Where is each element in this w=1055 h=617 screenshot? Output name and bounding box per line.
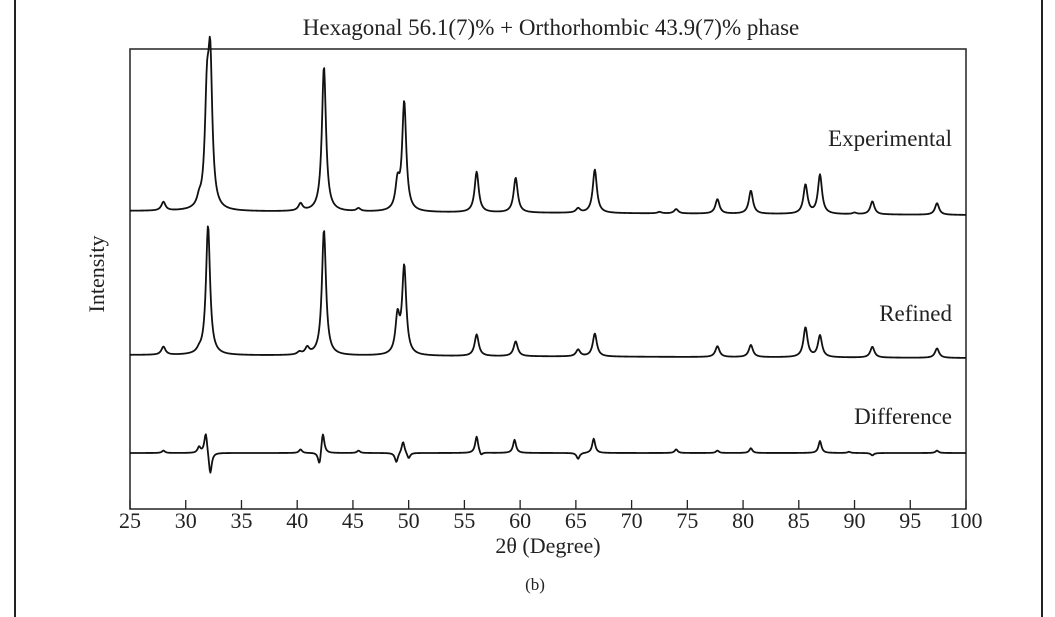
x-tick-label: 75 — [676, 508, 698, 533]
trace-difference — [129, 433, 967, 474]
plot-frame — [129, 48, 967, 510]
x-tick-label: 25 — [119, 508, 141, 533]
chart-title: Hexagonal 56.1(7)% + Orthorhombic 43.9(7… — [303, 15, 799, 40]
y-axis-title: Intensity — [84, 236, 109, 313]
trace-refined — [129, 225, 967, 359]
series-label-difference: Difference — [854, 404, 952, 429]
x-tick-label: 40 — [286, 508, 308, 533]
x-tick-label: 90 — [844, 508, 866, 533]
x-tick-label: 85 — [788, 508, 810, 533]
x-tick-label: 100 — [950, 508, 983, 533]
x-tick-label: 30 — [175, 508, 197, 533]
x-tick-group: 25 30 35 40 45 50 55 60 65 70 75 80 85 90 95 100 — [119, 500, 983, 533]
trace-group — [129, 35, 967, 474]
right-frame-border — [1041, 0, 1043, 617]
x-tick-label: 60 — [509, 508, 531, 533]
series-label-experimental: Experimental — [828, 126, 952, 151]
series-label-refined: Refined — [879, 301, 952, 326]
x-tick-label: 65 — [565, 508, 587, 533]
x-tick-label: 35 — [230, 508, 252, 533]
x-tick-label: 95 — [899, 508, 921, 533]
x-tick-label: 80 — [732, 508, 754, 533]
panel-label: (b) — [525, 575, 545, 594]
x-tick-label: 55 — [453, 508, 475, 533]
trace-experimental — [129, 35, 967, 216]
x-tick-label: 50 — [398, 508, 420, 533]
x-tick-label: 45 — [342, 508, 364, 533]
x-axis-title: 2θ (Degree) — [495, 533, 600, 558]
x-tick-label: 70 — [621, 508, 643, 533]
left-frame-border — [14, 0, 16, 617]
